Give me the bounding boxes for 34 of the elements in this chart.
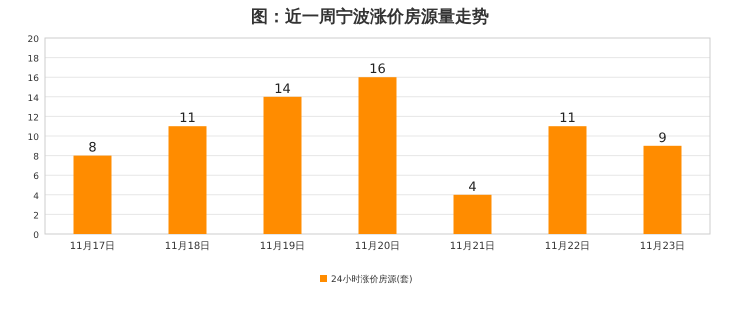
data-label: 14 — [274, 82, 291, 97]
x-tick-label: 11月23日 — [640, 241, 686, 252]
bar — [644, 146, 682, 234]
legend-label: 24小时涨价房源(套) — [331, 274, 412, 285]
bar — [74, 156, 112, 234]
data-label: 11 — [559, 111, 576, 126]
y-tick-label: 20 — [28, 35, 40, 45]
y-tick-label: 8 — [33, 152, 40, 163]
y-tick-label: 14 — [28, 94, 40, 104]
y-tick-label: 10 — [28, 133, 40, 143]
data-label: 9 — [658, 130, 667, 146]
chart-title: 图：近一周宁波涨价房源量走势 — [251, 7, 489, 27]
bar — [454, 194, 492, 234]
bar — [548, 126, 586, 234]
data-label: 16 — [369, 62, 386, 78]
y-tick-label: 6 — [33, 172, 40, 182]
bar — [358, 77, 396, 234]
data-label: 4 — [468, 180, 477, 195]
x-tick-label: 11月21日 — [450, 241, 496, 252]
bar — [264, 96, 302, 234]
y-tick-label: 12 — [28, 113, 39, 124]
x-tick-label: 11月17日 — [70, 241, 116, 252]
y-tick-label: 18 — [28, 54, 40, 65]
x-tick-label: 11月20日 — [354, 241, 400, 252]
bar — [168, 126, 206, 234]
data-label: 8 — [88, 140, 97, 156]
x-tick-label: 11月18日 — [164, 241, 210, 252]
x-tick-label: 11月22日 — [544, 241, 590, 252]
y-tick-label: 2 — [33, 211, 39, 222]
x-tick-label: 11月19日 — [260, 241, 306, 252]
data-label: 11 — [179, 111, 196, 126]
y-tick-label: 0 — [33, 231, 40, 241]
y-tick-label: 16 — [28, 74, 40, 84]
y-tick-label: 4 — [33, 192, 40, 202]
